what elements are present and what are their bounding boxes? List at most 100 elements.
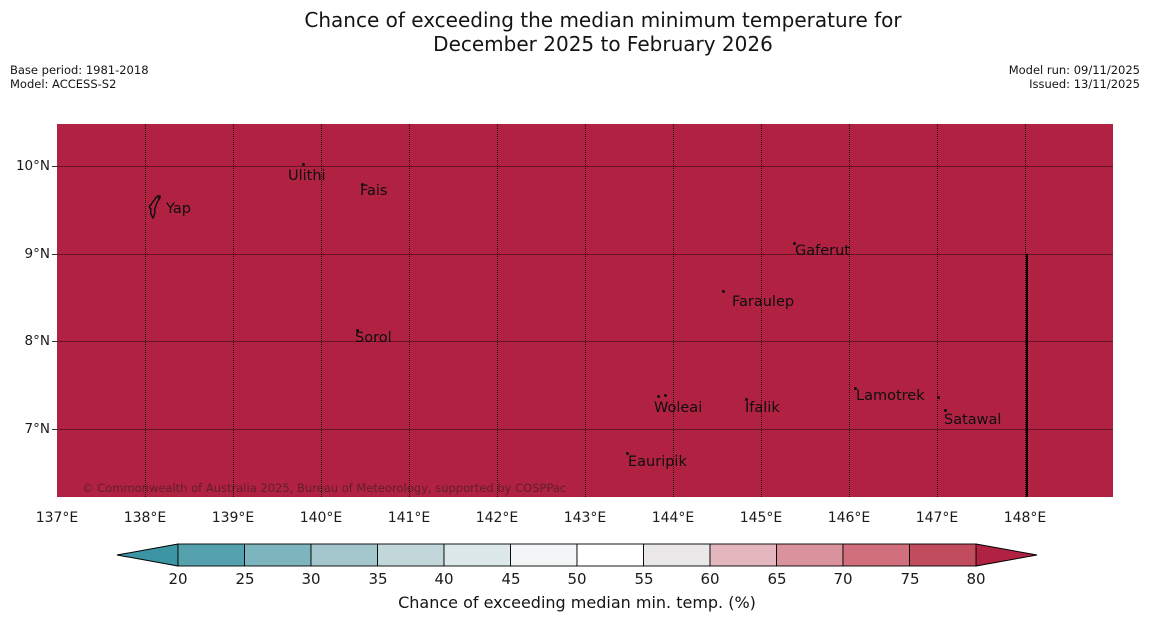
- gridline-vertical-147e: [937, 124, 938, 497]
- x-tick-145e: 145°E: [739, 510, 783, 526]
- x-tick-144e: 144°E: [651, 510, 695, 526]
- place-label-ulithi: Ulithi: [288, 168, 326, 184]
- model-run-text: Model run: 09/11/2025: [1008, 63, 1140, 77]
- cb-tick-35: 35: [368, 570, 388, 588]
- colorbar-segment-70-75: [842, 543, 910, 567]
- island-marker-gaferut: [793, 242, 796, 245]
- gridline-horizontal-10n: [57, 166, 1113, 167]
- x-tick-142e: 142°E: [475, 510, 519, 526]
- colorbar-left-arrow: [116, 543, 179, 567]
- gridline-vertical-143e: [585, 124, 586, 497]
- place-label-lamotrek: Lamotrek: [856, 388, 925, 404]
- gridline-vertical-145e: [761, 124, 762, 497]
- gridline-horizontal-8n: [57, 341, 1113, 342]
- y-tickmark-8n: [52, 341, 57, 342]
- colorbar-segment-40-45: [443, 543, 511, 567]
- yap-island-shape: [148, 195, 161, 220]
- island-marker-satawal: [944, 409, 947, 412]
- cb-tick-25: 25: [235, 570, 255, 588]
- island-marker-woleai-2: [664, 394, 667, 397]
- gridline-horizontal-9n: [57, 254, 1113, 255]
- colorbar-label: Chance of exceeding median min. temp. (%…: [398, 593, 756, 612]
- island-marker-ifalik: [745, 398, 748, 401]
- cb-tick-30: 30: [301, 570, 321, 588]
- place-label-faraulep: Faraulep: [732, 294, 795, 310]
- colorbar-segment-55-60: [643, 543, 711, 567]
- place-label-ifalik: Ifalik: [745, 400, 780, 416]
- meta-right: Model run: 09/11/2025 Issued: 13/11/2025: [1009, 63, 1140, 92]
- copyright-text: © Commonwealth of Australia 2025, Bureau…: [82, 481, 567, 495]
- cb-tick-55: 55: [634, 570, 654, 588]
- gridline-vertical-141e: [409, 124, 410, 497]
- gridline-vertical-146e: [849, 124, 850, 497]
- place-label-yap: Yap: [166, 201, 191, 217]
- y-tick-8n: 8°N: [24, 333, 50, 349]
- map-area: Yap Ulithi Fais Sorol Gaferut Faraulep W…: [57, 124, 1113, 497]
- y-tickmark-10n: [52, 166, 57, 167]
- y-tick-9n: 9°N: [24, 246, 50, 262]
- yap-island-path: [148, 195, 161, 220]
- gridline-vertical-139e: [233, 124, 234, 497]
- colorbar-right-arrow: [975, 543, 1038, 567]
- gridline-horizontal-7n: [57, 429, 1113, 430]
- cb-tick-70: 70: [833, 570, 853, 588]
- cb-tick-80: 80: [966, 570, 986, 588]
- colorbar-segment-75-80: [909, 543, 977, 567]
- colorbar-segment-35-40: [377, 543, 445, 567]
- meta-left: Base period: 1981-2018 Model: ACCESS-S2: [10, 63, 149, 92]
- colorbar-segment-60-65: [709, 543, 777, 567]
- y-tick-10n: 10°N: [15, 158, 50, 174]
- y-tickmark-7n: [52, 429, 57, 430]
- page-title: Chance of exceeding the median minimum t…: [304, 8, 902, 57]
- place-label-woleai: Woleai: [654, 400, 703, 416]
- x-tick-146e: 146°E: [827, 510, 871, 526]
- issued-text: Issued: 13/11/2025: [1029, 77, 1140, 92]
- x-tick-147e: 147°E: [915, 510, 959, 526]
- region-boundary-line-148e: [1026, 254, 1028, 497]
- island-marker-faraulep: [722, 290, 725, 293]
- x-tick-141e: 141°E: [387, 510, 431, 526]
- island-marker-woleai-1: [657, 395, 660, 398]
- cb-tick-60: 60: [700, 570, 720, 588]
- island-marker-eauripik: [626, 452, 629, 455]
- island-marker-ulithi: [302, 163, 305, 166]
- base-period-text: Base period: 1981-2018: [10, 63, 149, 77]
- y-tickmark-9n: [52, 254, 57, 255]
- colorbar-segment-50-55: [576, 543, 644, 567]
- island-marker-fais: [361, 183, 364, 186]
- cb-tick-20: 20: [168, 570, 188, 588]
- x-tick-139e: 139°E: [211, 510, 255, 526]
- colorbar: [116, 543, 1038, 567]
- cb-tick-65: 65: [767, 570, 787, 588]
- colorbar-segment-20-25: [177, 543, 245, 567]
- island-marker-lamotrek: [854, 387, 857, 390]
- gridline-vertical-144e: [673, 124, 674, 497]
- yap-island-dot: [157, 196, 161, 200]
- place-label-gaferut: Gaferut: [795, 243, 850, 259]
- cb-tick-50: 50: [567, 570, 587, 588]
- place-label-fais: Fais: [360, 183, 388, 199]
- y-tick-7n: 7°N: [24, 421, 50, 437]
- cb-tick-40: 40: [434, 570, 454, 588]
- gridline-vertical-142e: [497, 124, 498, 497]
- island-marker-west-of-satawal: [937, 396, 940, 399]
- place-label-satawal: Satawal: [944, 412, 1002, 428]
- cb-tick-45: 45: [501, 570, 521, 588]
- x-tick-140e: 140°E: [299, 510, 343, 526]
- colorbar-segment-65-70: [776, 543, 844, 567]
- gridline-vertical-140e: [321, 124, 322, 497]
- x-tick-148e: 148°E: [1003, 510, 1047, 526]
- x-tick-143e: 143°E: [563, 510, 607, 526]
- gridline-vertical-148e: [1025, 124, 1026, 497]
- x-tick-137e: 137°E: [35, 510, 79, 526]
- model-name-text: Model: ACCESS-S2: [10, 77, 117, 92]
- cb-tick-75: 75: [900, 570, 920, 588]
- x-tick-138e: 138°E: [123, 510, 167, 526]
- colorbar-segment-45-50: [510, 543, 578, 567]
- place-label-sorol: Sorol: [355, 330, 392, 346]
- colorbar-segment-30-35: [310, 543, 378, 567]
- island-marker-sorol: [356, 329, 359, 332]
- place-label-eauripik: Eauripik: [628, 454, 687, 470]
- colorbar-segment-25-30: [244, 543, 312, 567]
